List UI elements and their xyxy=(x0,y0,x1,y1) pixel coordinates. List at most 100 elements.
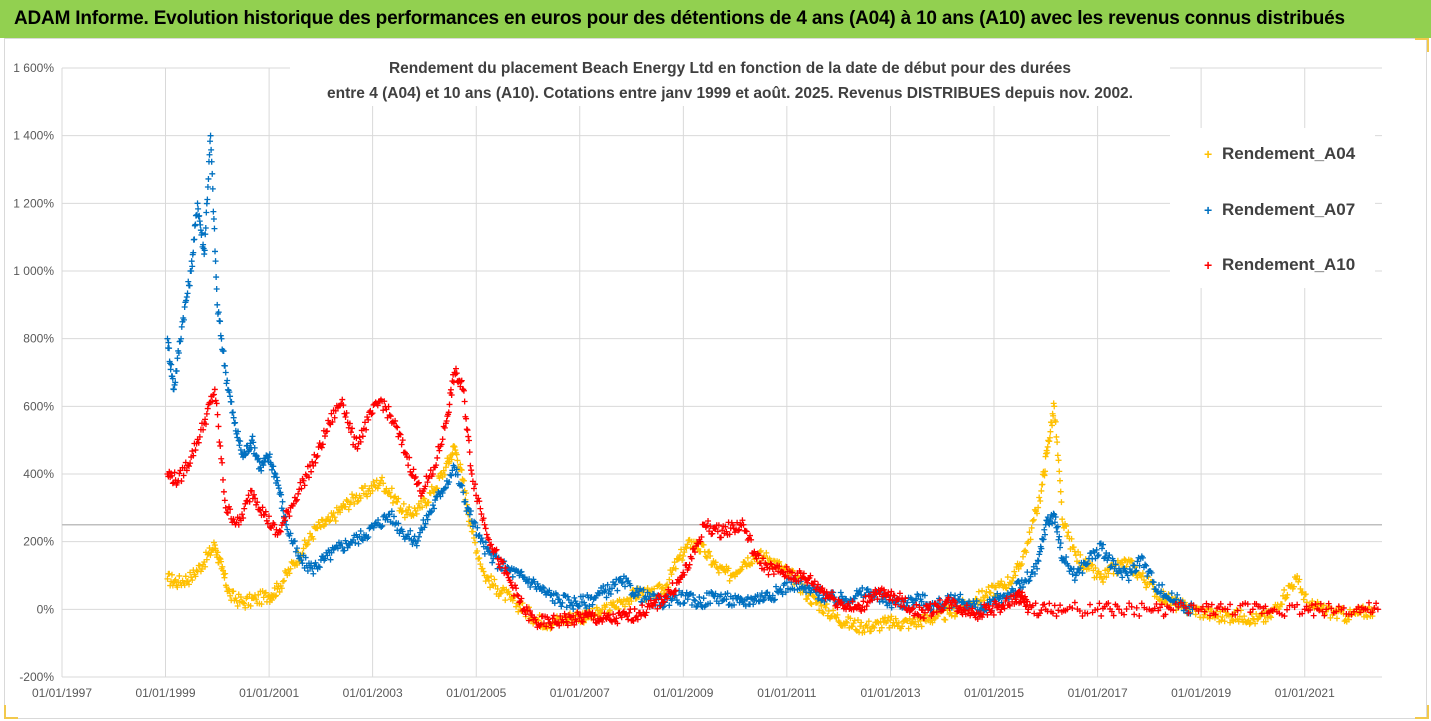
data-point xyxy=(410,512,417,519)
data-point xyxy=(715,600,722,607)
data-point xyxy=(208,158,215,165)
data-point xyxy=(1200,614,1207,621)
data-point xyxy=(640,586,647,593)
data-point xyxy=(220,571,227,578)
data-point xyxy=(1119,559,1126,566)
data-point xyxy=(465,433,472,440)
x-tick-label: 01/01/2009 xyxy=(653,686,713,700)
data-point xyxy=(345,424,352,431)
data-point xyxy=(1057,544,1063,551)
data-point xyxy=(219,459,226,466)
data-point xyxy=(433,462,440,469)
data-point xyxy=(856,602,863,609)
data-point xyxy=(209,185,216,192)
data-point xyxy=(1022,593,1029,600)
data-point xyxy=(260,462,267,469)
data-point xyxy=(265,513,272,520)
data-point xyxy=(1333,608,1340,615)
data-point xyxy=(763,549,770,556)
data-point xyxy=(1110,557,1117,564)
data-point xyxy=(756,598,763,605)
data-point xyxy=(184,290,191,297)
data-point xyxy=(892,615,899,622)
data-point xyxy=(478,511,485,518)
data-point xyxy=(630,593,637,600)
x-tick-label: 01/01/2013 xyxy=(860,686,920,700)
data-point xyxy=(202,563,209,570)
data-point xyxy=(656,593,663,600)
data-point xyxy=(1281,586,1288,593)
data-point xyxy=(551,600,558,607)
data-point xyxy=(1027,573,1034,580)
data-point xyxy=(857,623,864,630)
data-point xyxy=(1374,606,1381,613)
data-point xyxy=(299,560,306,567)
data-point xyxy=(234,602,241,609)
data-point xyxy=(647,597,654,604)
data-point xyxy=(583,605,590,612)
data-point xyxy=(909,605,916,612)
data-point xyxy=(1070,544,1077,551)
data-point xyxy=(1009,577,1016,584)
data-point xyxy=(328,410,335,417)
data-point xyxy=(355,540,362,547)
data-point xyxy=(305,474,312,481)
data-point xyxy=(1132,568,1139,575)
data-point xyxy=(1057,488,1064,495)
data-point xyxy=(735,527,742,534)
data-point xyxy=(351,500,358,507)
data-point xyxy=(935,604,942,611)
data-point xyxy=(601,610,608,617)
data-point xyxy=(1053,524,1060,531)
data-point xyxy=(878,624,885,631)
data-point xyxy=(1133,604,1140,611)
data-point xyxy=(969,605,976,612)
data-point xyxy=(491,576,498,583)
data-point xyxy=(822,604,829,611)
data-point xyxy=(480,515,487,522)
data-point xyxy=(474,524,481,531)
data-point xyxy=(511,582,518,589)
data-point xyxy=(571,594,578,601)
data-point xyxy=(681,599,688,606)
data-point xyxy=(482,539,489,546)
data-point xyxy=(310,462,317,469)
data-point xyxy=(754,592,761,599)
data-point xyxy=(439,436,446,443)
data-point xyxy=(304,567,311,574)
data-point xyxy=(174,584,181,591)
data-point xyxy=(211,225,218,232)
data-point xyxy=(1103,550,1110,557)
data-point xyxy=(1079,612,1086,619)
data-point xyxy=(1150,579,1157,586)
data-point xyxy=(914,611,921,618)
data-point xyxy=(300,545,307,552)
data-point xyxy=(569,602,576,609)
data-point xyxy=(240,599,247,606)
data-point xyxy=(804,595,811,602)
data-point xyxy=(214,549,221,556)
data-point xyxy=(604,581,611,588)
data-point xyxy=(873,589,880,596)
x-tick-label: 01/01/2015 xyxy=(964,686,1024,700)
data-point xyxy=(178,323,185,330)
data-point xyxy=(407,527,414,534)
data-point xyxy=(748,536,755,543)
data-point xyxy=(1065,529,1072,536)
data-point xyxy=(674,556,681,563)
data-point xyxy=(284,526,291,533)
data-point xyxy=(820,610,827,617)
data-point xyxy=(286,513,293,520)
data-point xyxy=(203,209,210,216)
data-point xyxy=(1192,611,1199,618)
data-point xyxy=(1254,616,1261,623)
data-point xyxy=(560,619,567,626)
data-point xyxy=(549,615,556,622)
data-point xyxy=(422,483,429,490)
data-point xyxy=(357,495,364,502)
data-point xyxy=(680,552,687,559)
data-point xyxy=(767,560,774,567)
data-point xyxy=(272,593,279,600)
data-point xyxy=(375,516,382,523)
data-point xyxy=(618,579,625,586)
